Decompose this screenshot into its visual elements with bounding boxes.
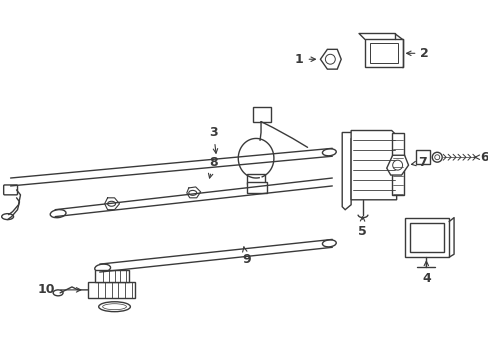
Text: 3: 3 — [209, 126, 217, 153]
Ellipse shape — [325, 54, 335, 64]
Ellipse shape — [95, 264, 110, 272]
Text: 5: 5 — [357, 217, 366, 238]
Ellipse shape — [107, 201, 115, 206]
FancyBboxPatch shape — [404, 217, 448, 257]
Ellipse shape — [322, 149, 336, 156]
Text: 9: 9 — [242, 247, 250, 266]
Ellipse shape — [1, 213, 14, 220]
Text: 1: 1 — [294, 53, 315, 66]
Text: 10: 10 — [38, 283, 81, 296]
Ellipse shape — [392, 160, 402, 170]
FancyBboxPatch shape — [246, 183, 267, 193]
FancyBboxPatch shape — [369, 44, 397, 63]
FancyBboxPatch shape — [88, 282, 135, 298]
Ellipse shape — [53, 290, 63, 296]
FancyBboxPatch shape — [408, 222, 443, 252]
Polygon shape — [386, 155, 407, 175]
FancyBboxPatch shape — [416, 150, 429, 164]
Text: 2: 2 — [406, 47, 428, 60]
FancyBboxPatch shape — [246, 174, 265, 184]
FancyBboxPatch shape — [391, 134, 403, 195]
Ellipse shape — [188, 190, 196, 195]
Text: 7: 7 — [410, 156, 427, 169]
FancyBboxPatch shape — [95, 270, 129, 282]
Polygon shape — [350, 131, 396, 200]
FancyBboxPatch shape — [364, 40, 402, 67]
Text: 6: 6 — [473, 151, 488, 164]
Ellipse shape — [50, 210, 66, 218]
Ellipse shape — [322, 240, 336, 247]
FancyBboxPatch shape — [3, 185, 18, 195]
Polygon shape — [342, 132, 356, 210]
Ellipse shape — [102, 304, 126, 310]
Ellipse shape — [434, 155, 439, 160]
Text: 8: 8 — [208, 156, 217, 178]
Text: 4: 4 — [421, 261, 430, 285]
Ellipse shape — [431, 152, 441, 162]
Ellipse shape — [99, 302, 130, 312]
Polygon shape — [320, 49, 341, 69]
FancyBboxPatch shape — [252, 107, 271, 122]
